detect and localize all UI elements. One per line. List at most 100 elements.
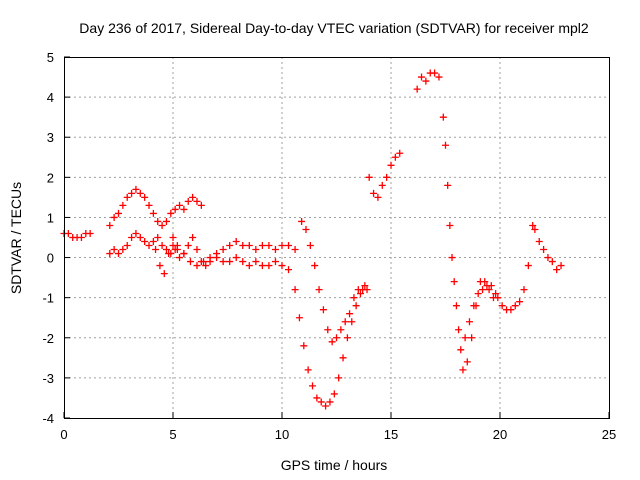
data-point (487, 282, 495, 290)
data-point (535, 238, 543, 246)
data-point (252, 246, 260, 254)
data-point (507, 306, 515, 314)
data-point (470, 302, 478, 310)
data-point (132, 229, 140, 237)
data-point (162, 246, 170, 254)
data-point (165, 250, 173, 258)
y-tick-label: 3 (47, 130, 54, 145)
data-point (298, 217, 306, 225)
data-point (492, 290, 500, 298)
data-point (132, 185, 140, 193)
data-point (457, 346, 465, 354)
data-point (548, 258, 556, 266)
data-point (540, 246, 548, 254)
data-point (128, 234, 136, 241)
data-point (77, 234, 85, 241)
data-point (450, 278, 458, 286)
data-point (158, 242, 166, 250)
data-point (291, 246, 299, 254)
data-point (160, 270, 168, 278)
data-point (481, 278, 489, 286)
data-point (343, 334, 351, 342)
data-point (498, 302, 506, 310)
x-axis-label: GPS time / hours (281, 457, 388, 473)
data-point (106, 221, 114, 229)
data-point (448, 254, 456, 262)
data-point (169, 242, 177, 250)
data-point (167, 209, 175, 217)
data-point (311, 262, 319, 270)
data-point (557, 262, 565, 270)
x-tick-label: 15 (384, 427, 398, 442)
data-point (452, 302, 460, 310)
data-point (278, 262, 286, 270)
data-point (374, 193, 382, 201)
grid (64, 57, 609, 418)
data-point (370, 189, 378, 197)
data-point (180, 205, 188, 213)
data-point (152, 246, 160, 254)
data-point (156, 262, 164, 270)
data-point (219, 258, 227, 266)
data-point (361, 282, 369, 290)
y-tick-label: -1 (42, 291, 54, 306)
data-point (145, 201, 153, 209)
data-point (232, 238, 240, 246)
data-point (206, 254, 214, 262)
data-point (479, 286, 487, 294)
data-point (119, 201, 127, 209)
data-point (485, 286, 493, 294)
data-point (330, 390, 338, 398)
data-point (176, 254, 184, 262)
data-point (341, 318, 349, 326)
data-point (173, 246, 181, 254)
data-point (391, 153, 399, 161)
data-point (106, 250, 114, 258)
data-point (520, 286, 528, 294)
data-point (158, 221, 166, 229)
data-point (333, 334, 340, 342)
data-point (110, 213, 118, 221)
data-point (180, 250, 188, 258)
data-point (365, 173, 373, 181)
data-point (529, 221, 537, 229)
y-tick-label: -4 (42, 411, 54, 426)
y-tick-label: 4 (47, 90, 54, 105)
data-point (258, 262, 266, 270)
data-point (123, 193, 131, 201)
data-point (516, 298, 524, 306)
x-tick-label: 25 (602, 427, 616, 442)
data-point (295, 314, 303, 322)
data-point (171, 205, 179, 213)
data-point (465, 318, 473, 326)
data-point (145, 242, 153, 250)
data-point (197, 201, 205, 209)
data-point (324, 326, 332, 334)
data-point (291, 286, 299, 294)
y-tick-label: 5 (47, 50, 54, 65)
data-point (285, 266, 293, 274)
data-point (313, 394, 321, 402)
data-point (285, 242, 293, 250)
data-point (302, 225, 310, 233)
data-point (115, 209, 122, 217)
data-point (309, 382, 317, 390)
data-point (463, 358, 471, 366)
data-points (60, 69, 565, 410)
data-point (271, 258, 279, 266)
data-point (544, 254, 552, 262)
data-point (326, 398, 334, 406)
data-point (271, 246, 279, 254)
data-point (337, 326, 345, 334)
data-point (193, 262, 201, 270)
tick-labels: 0 5 10 15 20 25 -4 -3 -2 -1 0 1 2 3 4 5 (42, 50, 616, 442)
data-point (335, 374, 343, 382)
data-point (86, 229, 94, 237)
data-point (141, 193, 149, 201)
data-point (239, 258, 247, 266)
data-point (176, 201, 184, 209)
data-point (300, 342, 308, 350)
data-point (328, 338, 336, 346)
data-point (378, 181, 386, 189)
data-point (193, 197, 201, 205)
